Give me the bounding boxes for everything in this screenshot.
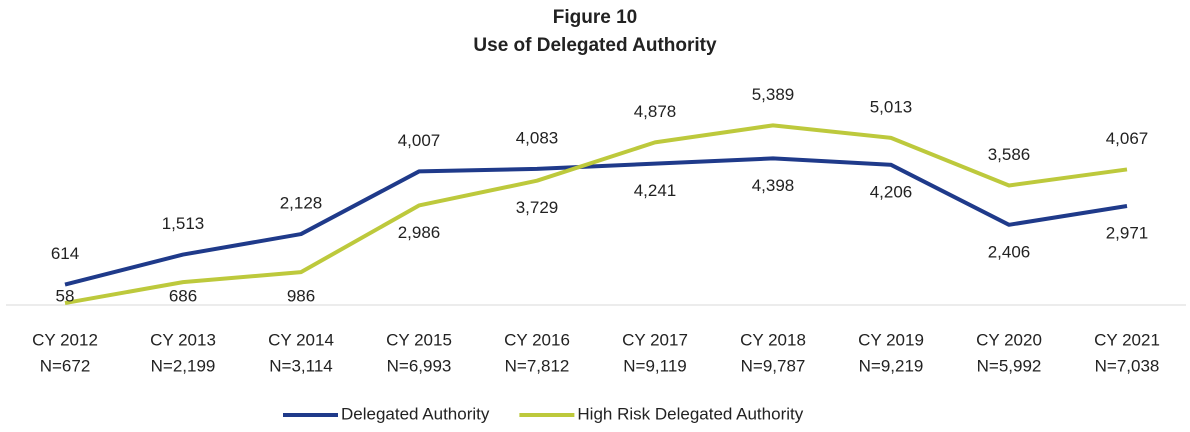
x-tick-label: CY 2014: [268, 330, 334, 349]
data-label: 986: [287, 286, 315, 305]
data-label: 4,083: [516, 128, 559, 147]
data-label: 4,007: [398, 131, 441, 150]
data-label: 4,241: [634, 181, 677, 200]
x-tick-count: N=7,038: [1095, 356, 1160, 375]
data-label: 686: [169, 286, 197, 305]
x-tick-count: N=9,787: [741, 356, 806, 375]
data-label: 2,406: [988, 242, 1031, 261]
x-tick-count: N=7,812: [505, 356, 570, 375]
x-tick-count: N=5,992: [977, 356, 1042, 375]
x-tick-label: CY 2019: [858, 330, 924, 349]
data-label: 2,128: [280, 194, 323, 213]
series-line: [64, 156, 1128, 287]
x-tick-label: CY 2017: [622, 330, 688, 349]
x-tick-label: CY 2020: [976, 330, 1042, 349]
data-label: 5,013: [870, 97, 913, 116]
data-label: 4,878: [634, 102, 677, 121]
x-tick-count: N=2,199: [151, 356, 216, 375]
series-line: [64, 123, 1128, 306]
data-label: 4,067: [1106, 129, 1149, 148]
x-tick-label: CY 2021: [1094, 330, 1160, 349]
x-tick-count: N=3,114: [269, 356, 332, 375]
data-label: 2,971: [1106, 223, 1149, 242]
x-tick-label: CY 2013: [150, 330, 216, 349]
x-tick-count: N=6,993: [387, 356, 452, 375]
data-label: 4,206: [870, 182, 913, 201]
legend-label: Delegated Authority: [341, 404, 490, 423]
data-label: 2,986: [398, 223, 441, 242]
chart-subtitle: Use of Delegated Authority: [473, 35, 717, 56]
data-label: 3,586: [988, 145, 1031, 164]
data-label: 3,729: [516, 198, 559, 217]
x-tick-count: N=672: [40, 356, 91, 375]
chart-title: Figure 10: [553, 7, 637, 28]
x-tick-label: CY 2016: [504, 330, 570, 349]
x-tick-count: N=9,119: [623, 356, 686, 375]
data-label: 5,389: [752, 85, 795, 104]
x-tick-count: N=9,219: [859, 356, 924, 375]
x-tick-label: CY 2018: [740, 330, 806, 349]
data-label: 4,398: [752, 176, 795, 195]
x-tick-label: CY 2015: [386, 330, 452, 349]
data-label: 614: [51, 244, 79, 263]
data-label: 58: [56, 286, 75, 305]
data-label: 1,513: [162, 214, 205, 233]
x-tick-label: CY 2012: [32, 330, 98, 349]
legend-label: High Risk Delegated Authority: [577, 404, 803, 423]
